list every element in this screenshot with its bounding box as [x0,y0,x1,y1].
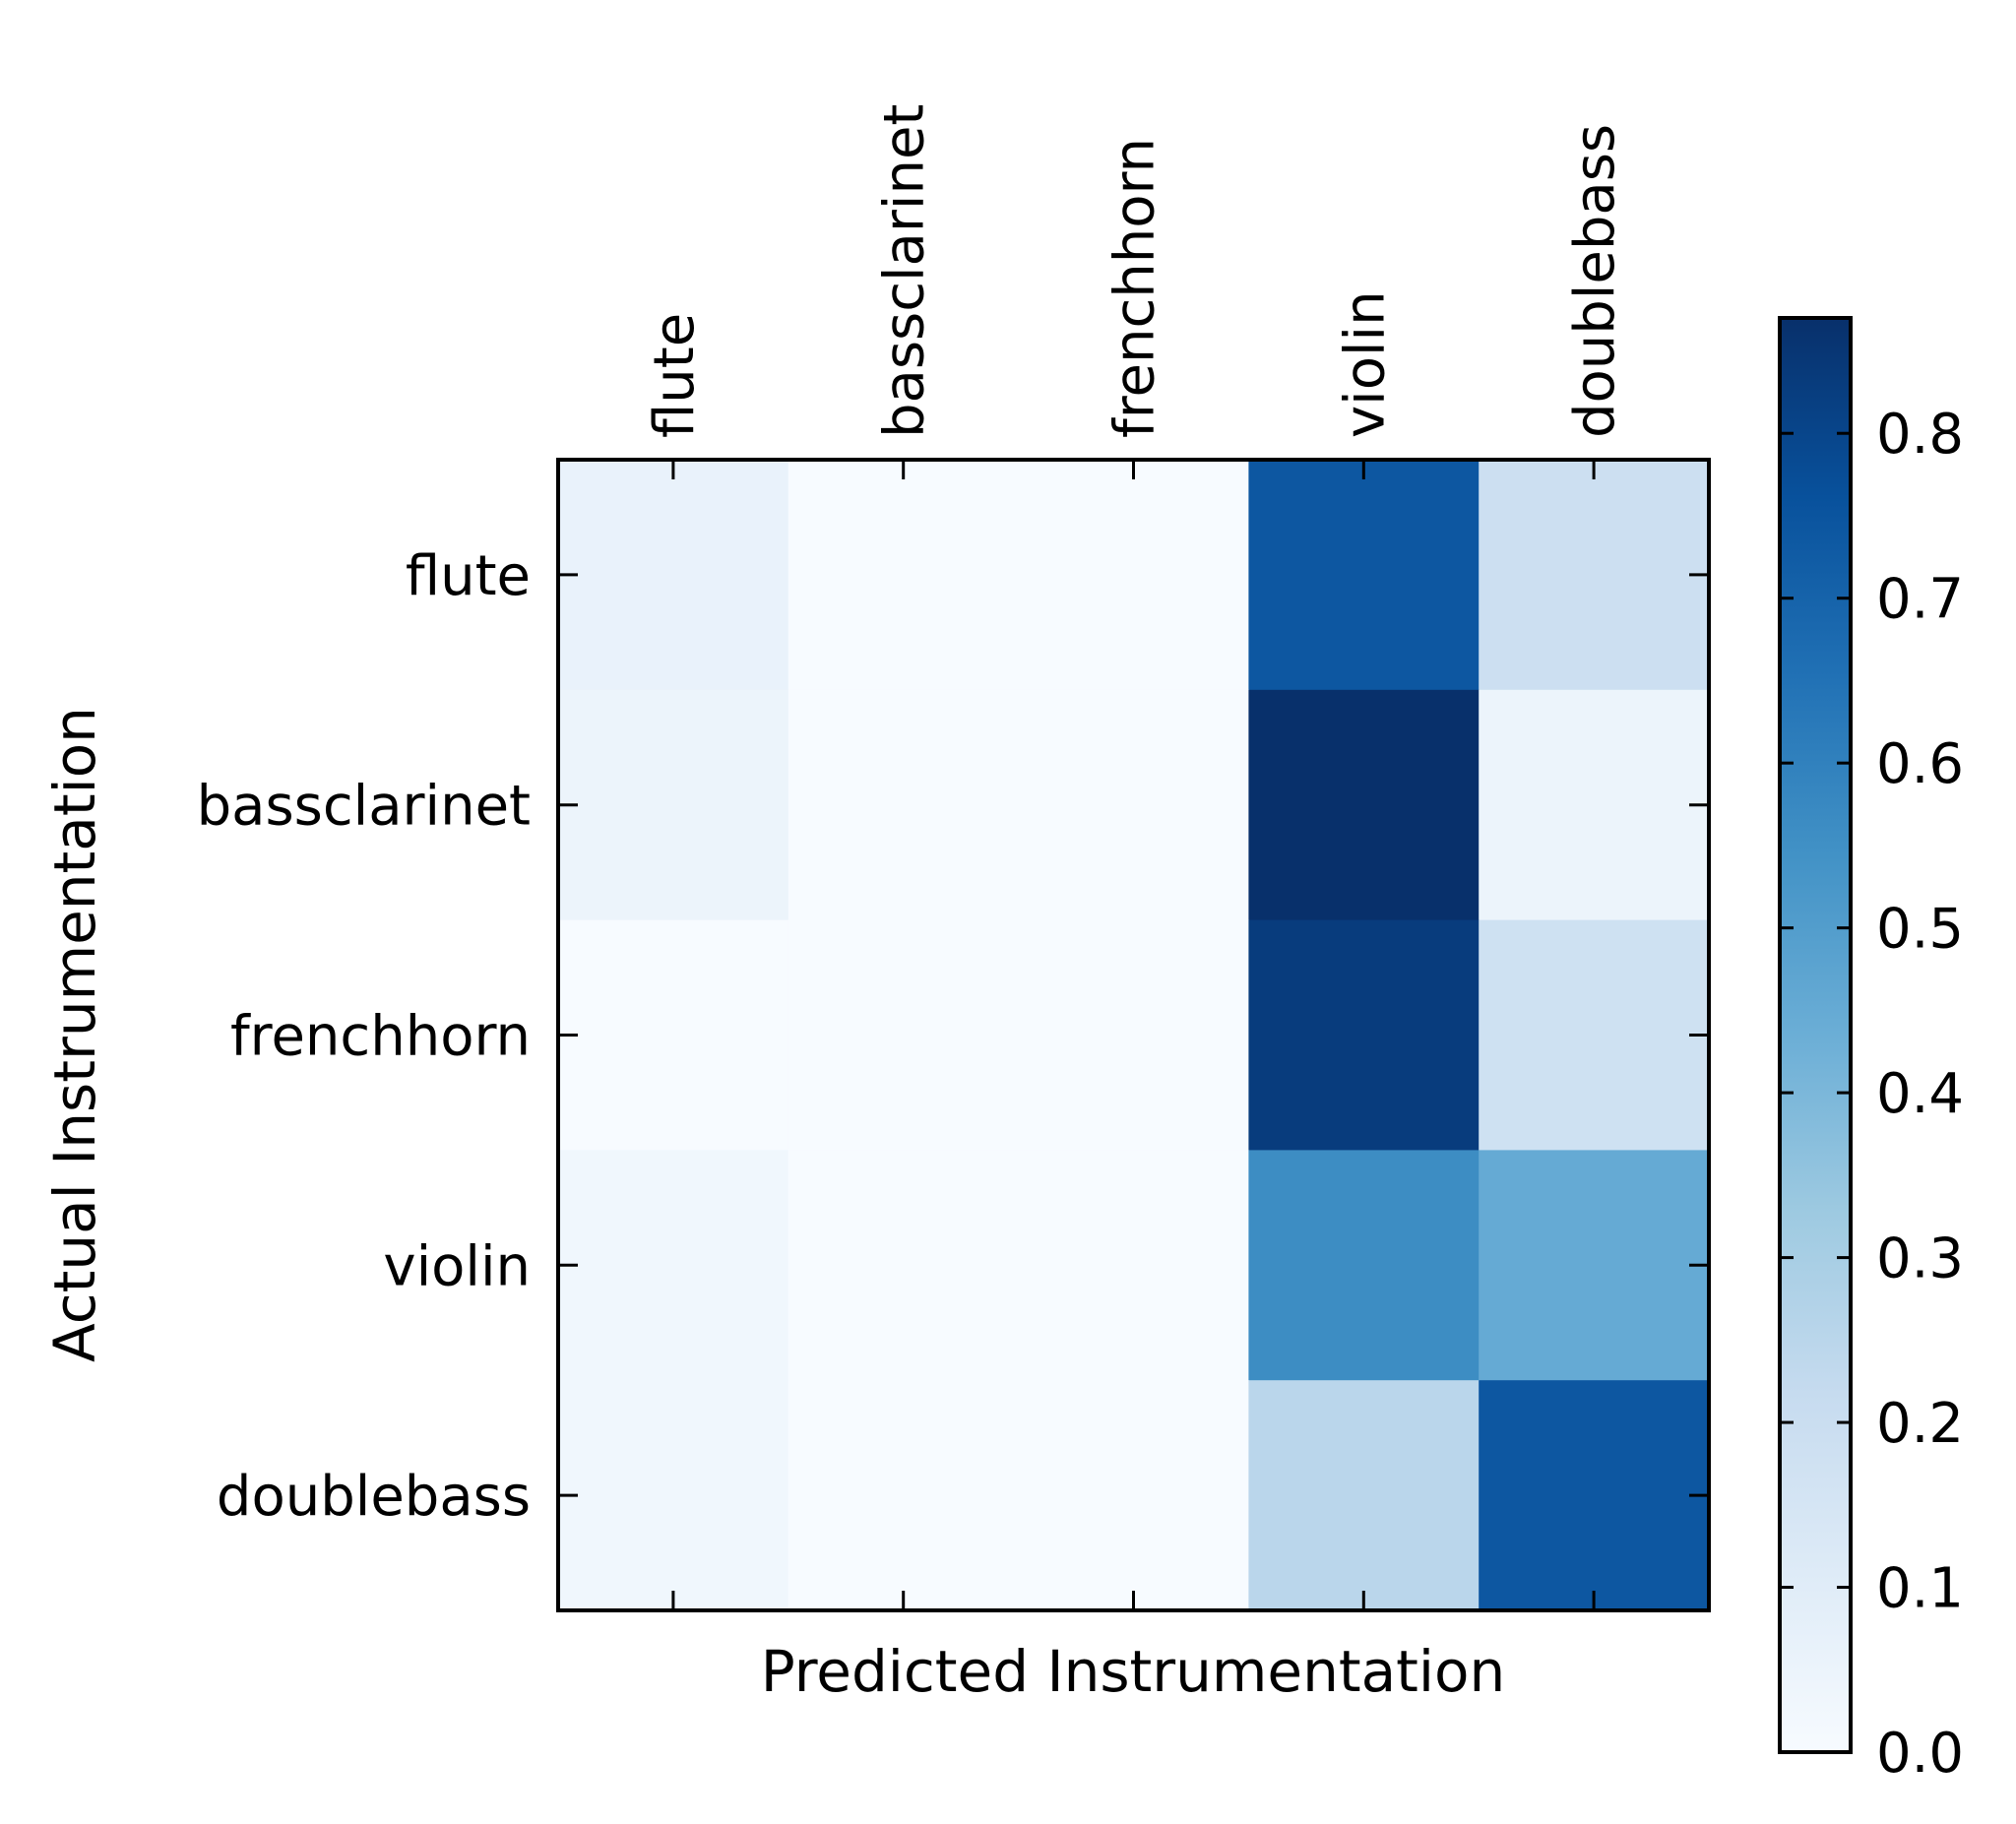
colorbar-tick-label: 0.5 [1876,898,1964,962]
heatmap-cell [1248,1150,1480,1381]
heatmap-cell [1248,460,1480,691]
heatmap-cell [1479,460,1710,691]
heatmap-cell [1018,1150,1249,1381]
y-axis-label: Actual Instrumentation [41,707,108,1362]
colorbar-tick-label: 0.8 [1876,403,1964,467]
heatmap-cells [558,460,1710,1611]
heatmap-cell [788,460,1020,691]
heatmap-cell [558,1380,789,1611]
heatmap-cell [788,919,1020,1151]
axis-ticks [558,460,1709,1610]
heatmap-cell [1018,689,1249,921]
x-tick-labels: flute bassclarinet frenchhorn violin doubleb… [643,104,1627,438]
heatmap-cell [1018,919,1249,1151]
heatmap-cell [1018,1380,1249,1611]
colorbar-tick-label: 0.6 [1876,732,1964,796]
x-tick-label: doublebass [1563,124,1627,438]
heatmap-cell [1479,1150,1710,1381]
heatmap-cell [1479,689,1710,921]
x-tick-label: bassclarinet [873,104,937,438]
x-tick-label: violin [1333,290,1397,438]
x-tick-label: frenchhorn [1103,138,1167,438]
colorbar-tick-label: 0.3 [1876,1227,1964,1291]
heatmap-cell [558,460,789,691]
colorbar [1778,316,1853,1754]
heatmap-cell [558,1150,789,1381]
colorbar-tick-label: 0.2 [1876,1392,1964,1456]
colorbar-tick-label: 0.7 [1876,568,1964,632]
heatmap-cell [558,919,789,1151]
colorbar-ticks: 0.0 0.1 0.2 0.3 0.4 0.5 0.6 0.7 0.8 [1780,403,1964,1786]
heatmap-cell [788,1380,1020,1611]
heatmap-cell [1248,919,1480,1151]
heatmap-cell [1248,689,1480,921]
heatmap-cell [1479,919,1710,1151]
y-tick-label: flute [406,544,531,608]
heatmap-cell [788,1150,1020,1381]
colorbar-tick-label: 0.0 [1876,1722,1964,1786]
x-tick-label: flute [643,313,707,438]
x-axis-label: Predicted Instrumentation [761,1638,1505,1705]
heatmap-cell [1479,1380,1710,1611]
heatmap-cell [1248,1380,1480,1611]
y-tick-label: doublebass [217,1465,531,1529]
colorbar-tick-label: 0.1 [1876,1557,1964,1621]
y-tick-label: bassclarinet [197,775,531,839]
heatmap-cell [558,689,789,921]
y-tick-label: frenchhorn [230,1005,531,1069]
y-tick-label: violin [383,1234,531,1298]
colorbar-tick-label: 0.4 [1876,1062,1964,1126]
heatmap-cell [788,689,1020,921]
y-tick-labels: flute bassclarinet frenchhorn violin doubleb… [197,544,531,1529]
heatmap-cell [1018,460,1249,691]
